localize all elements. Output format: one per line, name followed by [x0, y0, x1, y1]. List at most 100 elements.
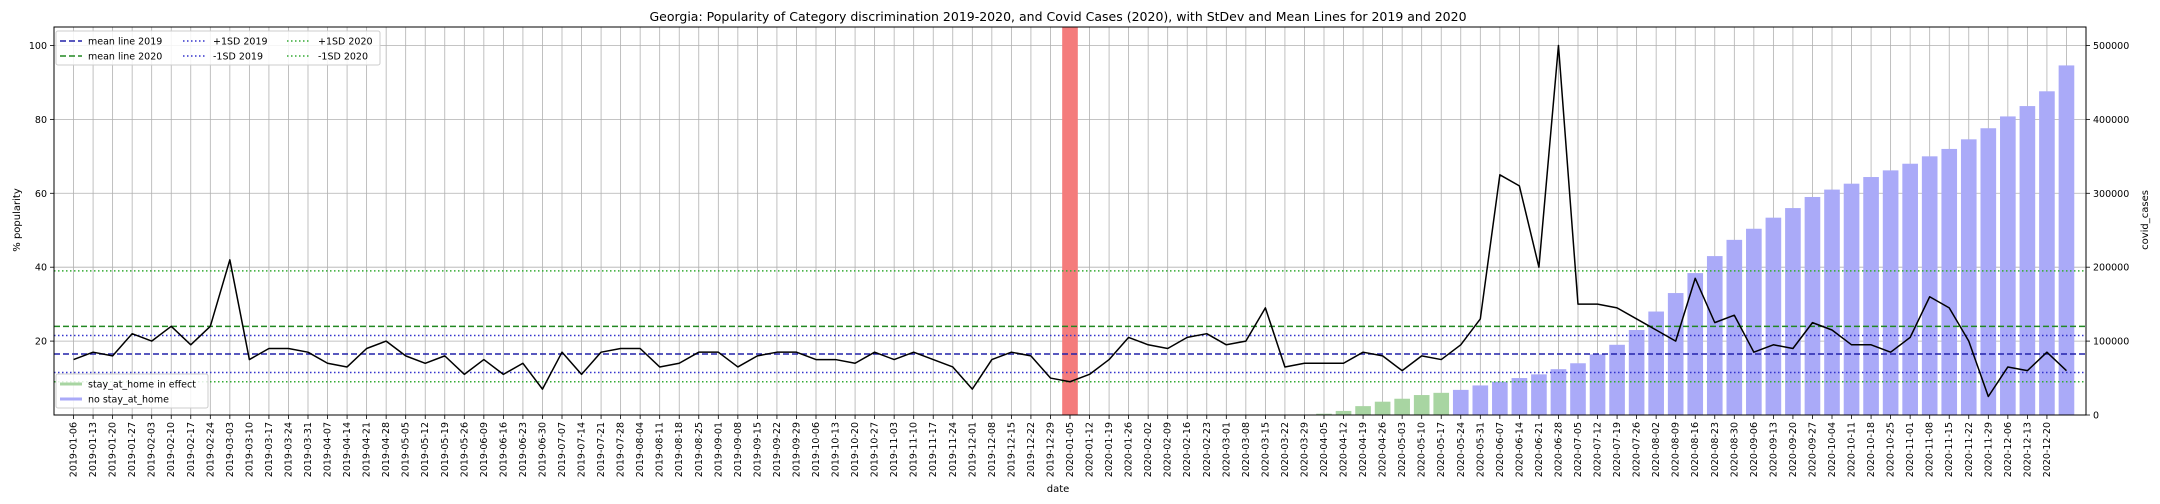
y-tick-label-right: 300000: [2093, 189, 2129, 200]
y-tick-label-left: 20: [35, 337, 47, 348]
x-tick-label: 2020-06-28: [1553, 422, 1564, 477]
x-tick-label: 2019-07-21: [596, 422, 607, 477]
covid-cases-bar: [1316, 413, 1332, 415]
x-tick-label: 2019-03-31: [303, 422, 314, 477]
x-tick-label: 2019-09-01: [713, 422, 724, 477]
x-tick-label: 2019-12-08: [987, 422, 998, 477]
x-tick-label: 2019-02-17: [186, 422, 197, 477]
covid-cases-bar: [1628, 330, 1645, 415]
x-tick-label: 2020-01-12: [1085, 422, 1096, 477]
covid-cases-bar: [1941, 148, 1958, 415]
covid-cases-bar: [2000, 116, 2016, 416]
legend-label-plus-sd-2020: +1SD 2020: [318, 37, 373, 48]
x-tick-label: 2019-08-11: [655, 422, 666, 477]
x-tick-label: 2019-03-10: [244, 422, 255, 477]
legend-label-minus-sd-2020: -1SD 2020: [318, 52, 368, 63]
covid-cases-bar: [1863, 177, 1879, 415]
covid-cases-bar: [1452, 389, 1469, 415]
x-tick-label: 2019-09-22: [772, 422, 783, 477]
x-tick-label: 2019-03-24: [283, 422, 294, 477]
covid-cases-bar: [1648, 311, 1664, 415]
y-axis-label-right: covid_cases: [2140, 190, 2151, 250]
x-tick-label: 2019-07-07: [557, 422, 568, 477]
x-tick-label: 2019-01-20: [108, 422, 119, 477]
covid-cases-bar: [1355, 406, 1371, 415]
x-tick-label: 2019-09-08: [733, 422, 744, 477]
legend-label-mean-2019: mean line 2019: [88, 37, 162, 48]
y-tick-label-left: 60: [35, 189, 47, 200]
x-tick-label: 2019-05-12: [420, 422, 431, 477]
x-tick-label: 2020-08-09: [1671, 422, 1682, 477]
x-tick-label: 2019-09-15: [752, 422, 763, 477]
covid-cases-bar: [1433, 392, 1450, 415]
y-tick-label-right: 200000: [2093, 263, 2129, 274]
covid-cases-bar: [1960, 139, 1977, 415]
x-tick-label: 2020-11-15: [1944, 422, 1955, 477]
covid-cases-bar: [1824, 189, 1840, 415]
covid-cases-bar: [1785, 208, 1801, 415]
x-tick-label: 2019-05-19: [440, 422, 451, 477]
x-axis-label: date: [1047, 484, 1070, 495]
x-tick-label: 2020-08-23: [1710, 422, 1721, 477]
covid-cases-bar: [1765, 217, 1782, 415]
legend-bottom-frame: [55, 373, 209, 409]
x-tick-label: 2020-02-23: [1202, 422, 1213, 477]
x-tick-label: 2020-09-13: [1768, 422, 1779, 477]
x-tick-label: 2020-09-06: [1749, 422, 1760, 477]
popularity-series: [73, 44, 2067, 398]
x-tick-label: 2020-07-26: [1632, 422, 1643, 477]
covid-cases-bar: [2039, 91, 2055, 415]
covid-cases-bar: [1609, 344, 1625, 415]
grid-lines: [54, 27, 2086, 415]
x-tick-label: 2019-02-10: [166, 422, 177, 477]
legend-top: mean line 2019 mean line 2020 +1SD 2019 …: [55, 30, 381, 66]
x-tick-label: 2020-05-10: [1417, 422, 1428, 477]
x-tick-label: 2019-04-21: [362, 422, 373, 477]
x-tick-labels: 2019-01-06 2019-01-13 2019-01-20 2019-01-27…: [69, 415, 2053, 477]
x-tick-label: 2020-05-24: [1456, 422, 1467, 477]
y-tick-label-right: 400000: [2093, 115, 2129, 126]
x-tick-label: 2020-07-19: [1612, 422, 1623, 477]
x-tick-label: 2020-03-08: [1241, 422, 1252, 477]
covid-cases-bar: [1843, 183, 1860, 415]
y-tick-label-right: 100000: [2093, 337, 2129, 348]
y-tick-label-left: 80: [35, 115, 47, 126]
x-tick-label: 2020-01-19: [1104, 422, 1115, 477]
x-tick-label: 2019-03-03: [225, 422, 236, 477]
x-tick-label: 2020-10-04: [1827, 422, 1838, 477]
x-tick-label: 2020-11-22: [1964, 422, 1975, 477]
covid-cases-bar: [1570, 363, 1586, 415]
x-tick-label: 2020-08-30: [1729, 422, 1740, 477]
x-tick-label: 2019-02-24: [205, 422, 216, 477]
covid-cases-bar: [1980, 128, 1997, 416]
x-tick-label: 2020-11-29: [1983, 422, 1994, 477]
x-tick-label: 2020-09-20: [1788, 422, 1799, 477]
x-tick-label: 2020-01-05: [1065, 422, 1076, 477]
x-tick-label: 2020-06-07: [1495, 422, 1506, 477]
x-tick-label: 2020-07-12: [1593, 422, 1604, 477]
covid-cases-bar: [1687, 273, 1704, 415]
x-tick-label: 2020-04-12: [1339, 422, 1350, 477]
covid-cases-bar: [1492, 381, 1508, 415]
x-tick-label: 2020-01-26: [1124, 422, 1135, 477]
legend-label-minus-sd-2019: -1SD 2019: [213, 52, 263, 63]
x-tick-label: 2019-01-13: [88, 422, 99, 477]
y-tick-labels-right: 0 100000 200000 300000 400000 500000: [2086, 41, 2129, 422]
x-tick-label: 2020-05-03: [1397, 422, 1408, 477]
x-tick-label: 2019-06-30: [537, 422, 548, 477]
x-tick-label: 2019-12-15: [1006, 422, 1017, 477]
covid-cases-bar: [1921, 156, 1938, 416]
x-tick-label: 2019-04-07: [323, 422, 334, 477]
x-tick-label: 2020-02-09: [1163, 422, 1174, 477]
x-tick-label: 2020-04-19: [1358, 422, 1369, 477]
covid-cases-bar: [1531, 374, 1547, 415]
x-tick-label: 2019-01-27: [127, 422, 138, 477]
covid-case-bars: [1062, 27, 2075, 416]
x-tick-label: 2019-11-24: [948, 422, 959, 477]
x-tick-label: 2020-08-02: [1651, 422, 1662, 477]
x-tick-label: 2020-03-15: [1260, 422, 1271, 477]
x-tick-label: 2019-12-22: [1026, 422, 1037, 477]
x-tick-label: 2020-11-08: [1925, 422, 1936, 477]
x-tick-label: 2020-10-25: [1886, 422, 1897, 477]
legend-label-stay-at-home: stay_at_home in effect: [88, 380, 196, 391]
